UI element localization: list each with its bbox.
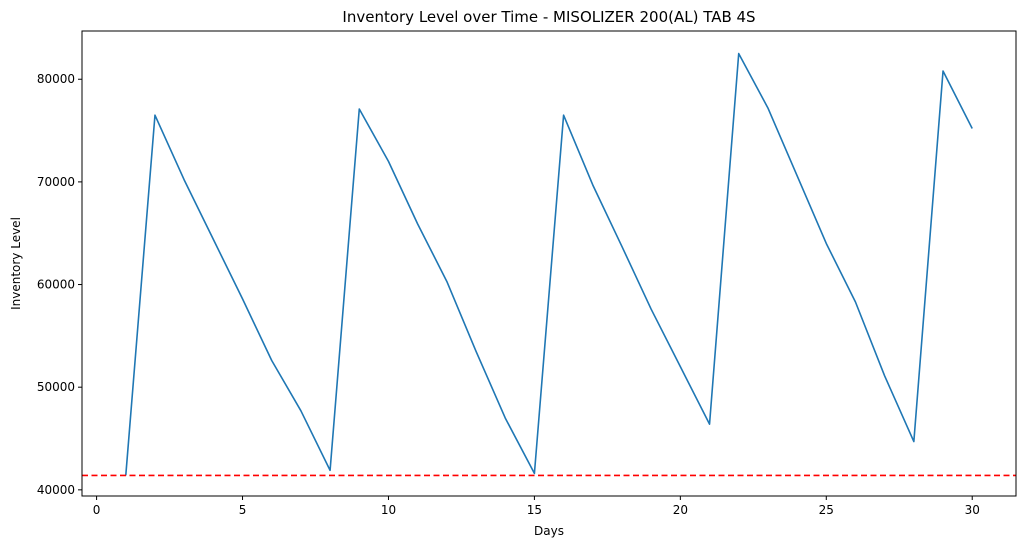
- x-tick-label: 25: [819, 503, 834, 517]
- plot-frame: [81, 30, 1017, 497]
- y-tick-label: 50000: [37, 380, 75, 394]
- y-tick-label: 70000: [37, 175, 75, 189]
- x-tick-label: 10: [381, 503, 396, 517]
- x-tick-label: 5: [239, 503, 247, 517]
- chart-title: Inventory Level over Time - MISOLIZER 20…: [342, 8, 755, 26]
- y-tick-label: 80000: [37, 72, 75, 86]
- y-tick-label: 60000: [37, 278, 75, 292]
- series-line-0: [124, 52, 973, 476]
- x-tick-label: 15: [527, 503, 542, 517]
- y-axis-ticks: 40000 50000 60000 70000 80000: [37, 72, 82, 497]
- plot-area: [82, 52, 1016, 477]
- x-tick-label: 0: [93, 503, 101, 517]
- x-tick-label: 30: [965, 503, 980, 517]
- x-axis-label: Days: [534, 524, 564, 538]
- x-axis-ticks: 0 5 10 15 20 25 30: [93, 496, 980, 517]
- y-tick-label: 40000: [37, 483, 75, 497]
- x-tick-label: 20: [673, 503, 688, 517]
- y-axis-label: Inventory Level: [9, 217, 23, 310]
